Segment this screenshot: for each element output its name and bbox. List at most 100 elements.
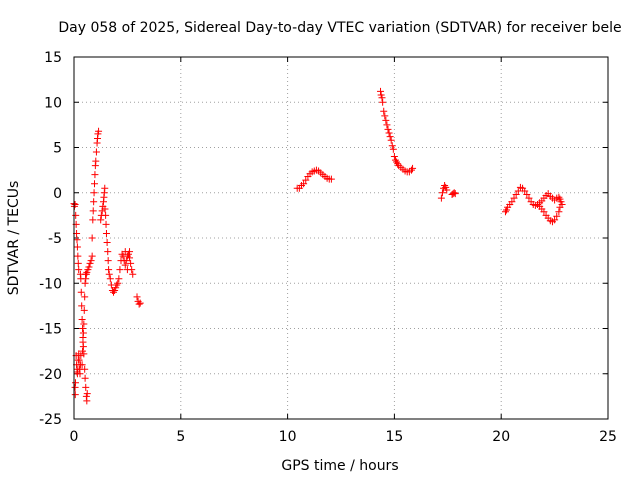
data-point-marker	[450, 189, 458, 197]
data-point-marker	[78, 315, 86, 323]
data-point-marker	[121, 261, 129, 269]
data-point-marker	[391, 156, 399, 164]
data-point	[512, 191, 520, 199]
data-point	[105, 270, 113, 278]
data-point	[510, 194, 518, 202]
data-point-marker	[91, 180, 99, 188]
data-point-marker	[81, 365, 89, 373]
data-point	[81, 374, 89, 382]
data-point	[521, 187, 529, 195]
y-tick-label: -20	[39, 367, 62, 383]
data-point	[378, 94, 386, 102]
data-point	[79, 329, 87, 337]
data-point	[95, 127, 103, 135]
data-point	[382, 116, 390, 124]
data-point	[377, 87, 385, 95]
data-point	[551, 216, 559, 224]
data-point	[79, 347, 87, 355]
data-point	[114, 279, 122, 287]
data-point	[92, 157, 100, 165]
data-point-marker	[394, 160, 402, 168]
data-point-marker	[378, 94, 386, 102]
data-point	[88, 252, 96, 260]
data-point	[80, 320, 88, 328]
data-point-marker	[126, 254, 134, 262]
data-point	[89, 216, 97, 224]
data-point	[90, 198, 98, 206]
data-point-marker	[89, 216, 97, 224]
y-tick-label: -5	[48, 231, 62, 247]
data-point-marker	[103, 239, 111, 247]
data-point	[126, 254, 134, 262]
data-point-marker	[75, 266, 83, 274]
data-point-marker	[126, 248, 134, 256]
data-point-marker	[90, 189, 98, 197]
data-point	[81, 293, 89, 301]
data-point-marker	[76, 370, 84, 378]
data-point-marker	[102, 211, 110, 219]
data-point-marker	[79, 329, 87, 337]
data-point-marker	[106, 275, 114, 283]
data-point	[123, 266, 131, 274]
data-point	[73, 243, 81, 251]
data-point	[71, 379, 79, 387]
data-point	[102, 229, 110, 237]
data-point-marker	[75, 356, 83, 364]
data-point	[383, 121, 391, 129]
data-point-marker	[443, 186, 451, 194]
data-point-marker	[71, 201, 79, 209]
y-tick-label: 15	[44, 50, 62, 66]
data-point-marker	[72, 211, 80, 219]
data-point-marker	[136, 299, 144, 307]
data-point	[389, 145, 397, 153]
data-point	[110, 288, 118, 296]
data-point	[83, 390, 91, 398]
data-point-marker	[390, 153, 398, 161]
y-axis-label: SDTVAR / TECUs	[6, 181, 22, 296]
data-point-marker	[82, 383, 90, 391]
data-point-marker	[73, 243, 81, 251]
data-point-marker	[451, 190, 459, 198]
data-point	[379, 98, 387, 106]
data-point	[387, 136, 395, 144]
data-point-marker	[510, 194, 518, 202]
data-point	[388, 142, 396, 150]
y-tick-label: 10	[44, 95, 62, 111]
data-point	[77, 352, 85, 360]
x-tick-label: 5	[176, 429, 185, 445]
data-point	[77, 288, 85, 296]
data-point	[438, 189, 446, 197]
data-point	[91, 180, 99, 188]
data-point-marker	[77, 288, 85, 296]
data-point	[302, 176, 310, 184]
data-point-marker	[80, 306, 88, 314]
data-point	[75, 356, 83, 364]
data-point-marker	[389, 145, 397, 153]
data-point	[78, 302, 86, 310]
data-point-marker	[105, 266, 113, 274]
data-point-marker	[536, 202, 544, 210]
data-point	[391, 156, 399, 164]
data-point-marker	[91, 171, 99, 179]
data-point-marker	[300, 180, 308, 188]
data-point-marker	[115, 275, 123, 283]
axis-ticks: 0 5 10 15 20 25 -25 -20 -15 -10 -5 0 5 10 15	[39, 50, 617, 445]
data-point-marker	[82, 275, 90, 283]
data-point	[115, 275, 123, 283]
data-point-marker	[514, 187, 522, 195]
data-point	[80, 306, 88, 314]
data-point-marker	[556, 203, 564, 211]
data-point	[71, 391, 79, 399]
data-point	[407, 166, 415, 174]
data-point-marker	[92, 148, 100, 156]
data-point-marker	[88, 252, 96, 260]
data-point-marker	[105, 270, 113, 278]
data-point-marker	[133, 293, 141, 301]
y-tick-label: 5	[53, 141, 62, 157]
data-point	[104, 257, 112, 265]
data-point	[540, 208, 548, 216]
data-point	[83, 397, 91, 405]
data-point-marker	[387, 136, 395, 144]
data-point	[386, 133, 394, 141]
data-point-marker	[71, 391, 79, 399]
